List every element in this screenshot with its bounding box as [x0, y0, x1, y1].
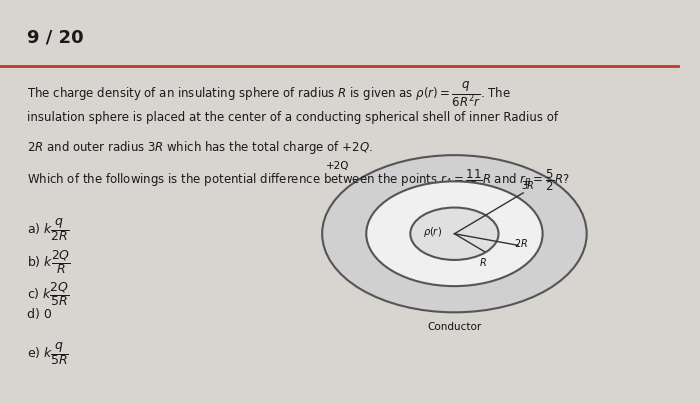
Text: a) $k\dfrac{q}{2R}$: a) $k\dfrac{q}{2R}$: [27, 216, 69, 243]
Text: The charge density of an insulating sphere of radius $R$ is given as $\rho(r) = : The charge density of an insulating sphe…: [27, 81, 511, 110]
Text: e) $k\dfrac{q}{5R}$: e) $k\dfrac{q}{5R}$: [27, 341, 69, 368]
Circle shape: [322, 155, 587, 312]
Text: Which of the followings is the potential difference between the points $r_A = \d: Which of the followings is the potential…: [27, 167, 570, 193]
Text: c) $k\dfrac{2Q}{5R}$: c) $k\dfrac{2Q}{5R}$: [27, 280, 70, 308]
Text: $2R$: $2R$: [514, 237, 528, 249]
Text: Conductor: Conductor: [427, 322, 482, 332]
Text: $3R$: $3R$: [521, 179, 534, 191]
Text: 9 / 20: 9 / 20: [27, 28, 84, 46]
Circle shape: [366, 181, 542, 286]
Text: insulation sphere is placed at the center of a conducting spherical shell of inn: insulation sphere is placed at the cente…: [27, 111, 558, 124]
Text: $2R$ and outer radius $3R$ which has the total charge of $+2Q$.: $2R$ and outer radius $3R$ which has the…: [27, 139, 373, 156]
Text: $\rho(r)$: $\rho(r)$: [423, 225, 442, 239]
Text: d) 0: d) 0: [27, 308, 52, 321]
Circle shape: [410, 208, 498, 260]
Text: b) $k\dfrac{2Q}{R}$: b) $k\dfrac{2Q}{R}$: [27, 248, 71, 276]
Text: $R$: $R$: [479, 256, 486, 268]
Text: +2Q: +2Q: [326, 161, 349, 171]
